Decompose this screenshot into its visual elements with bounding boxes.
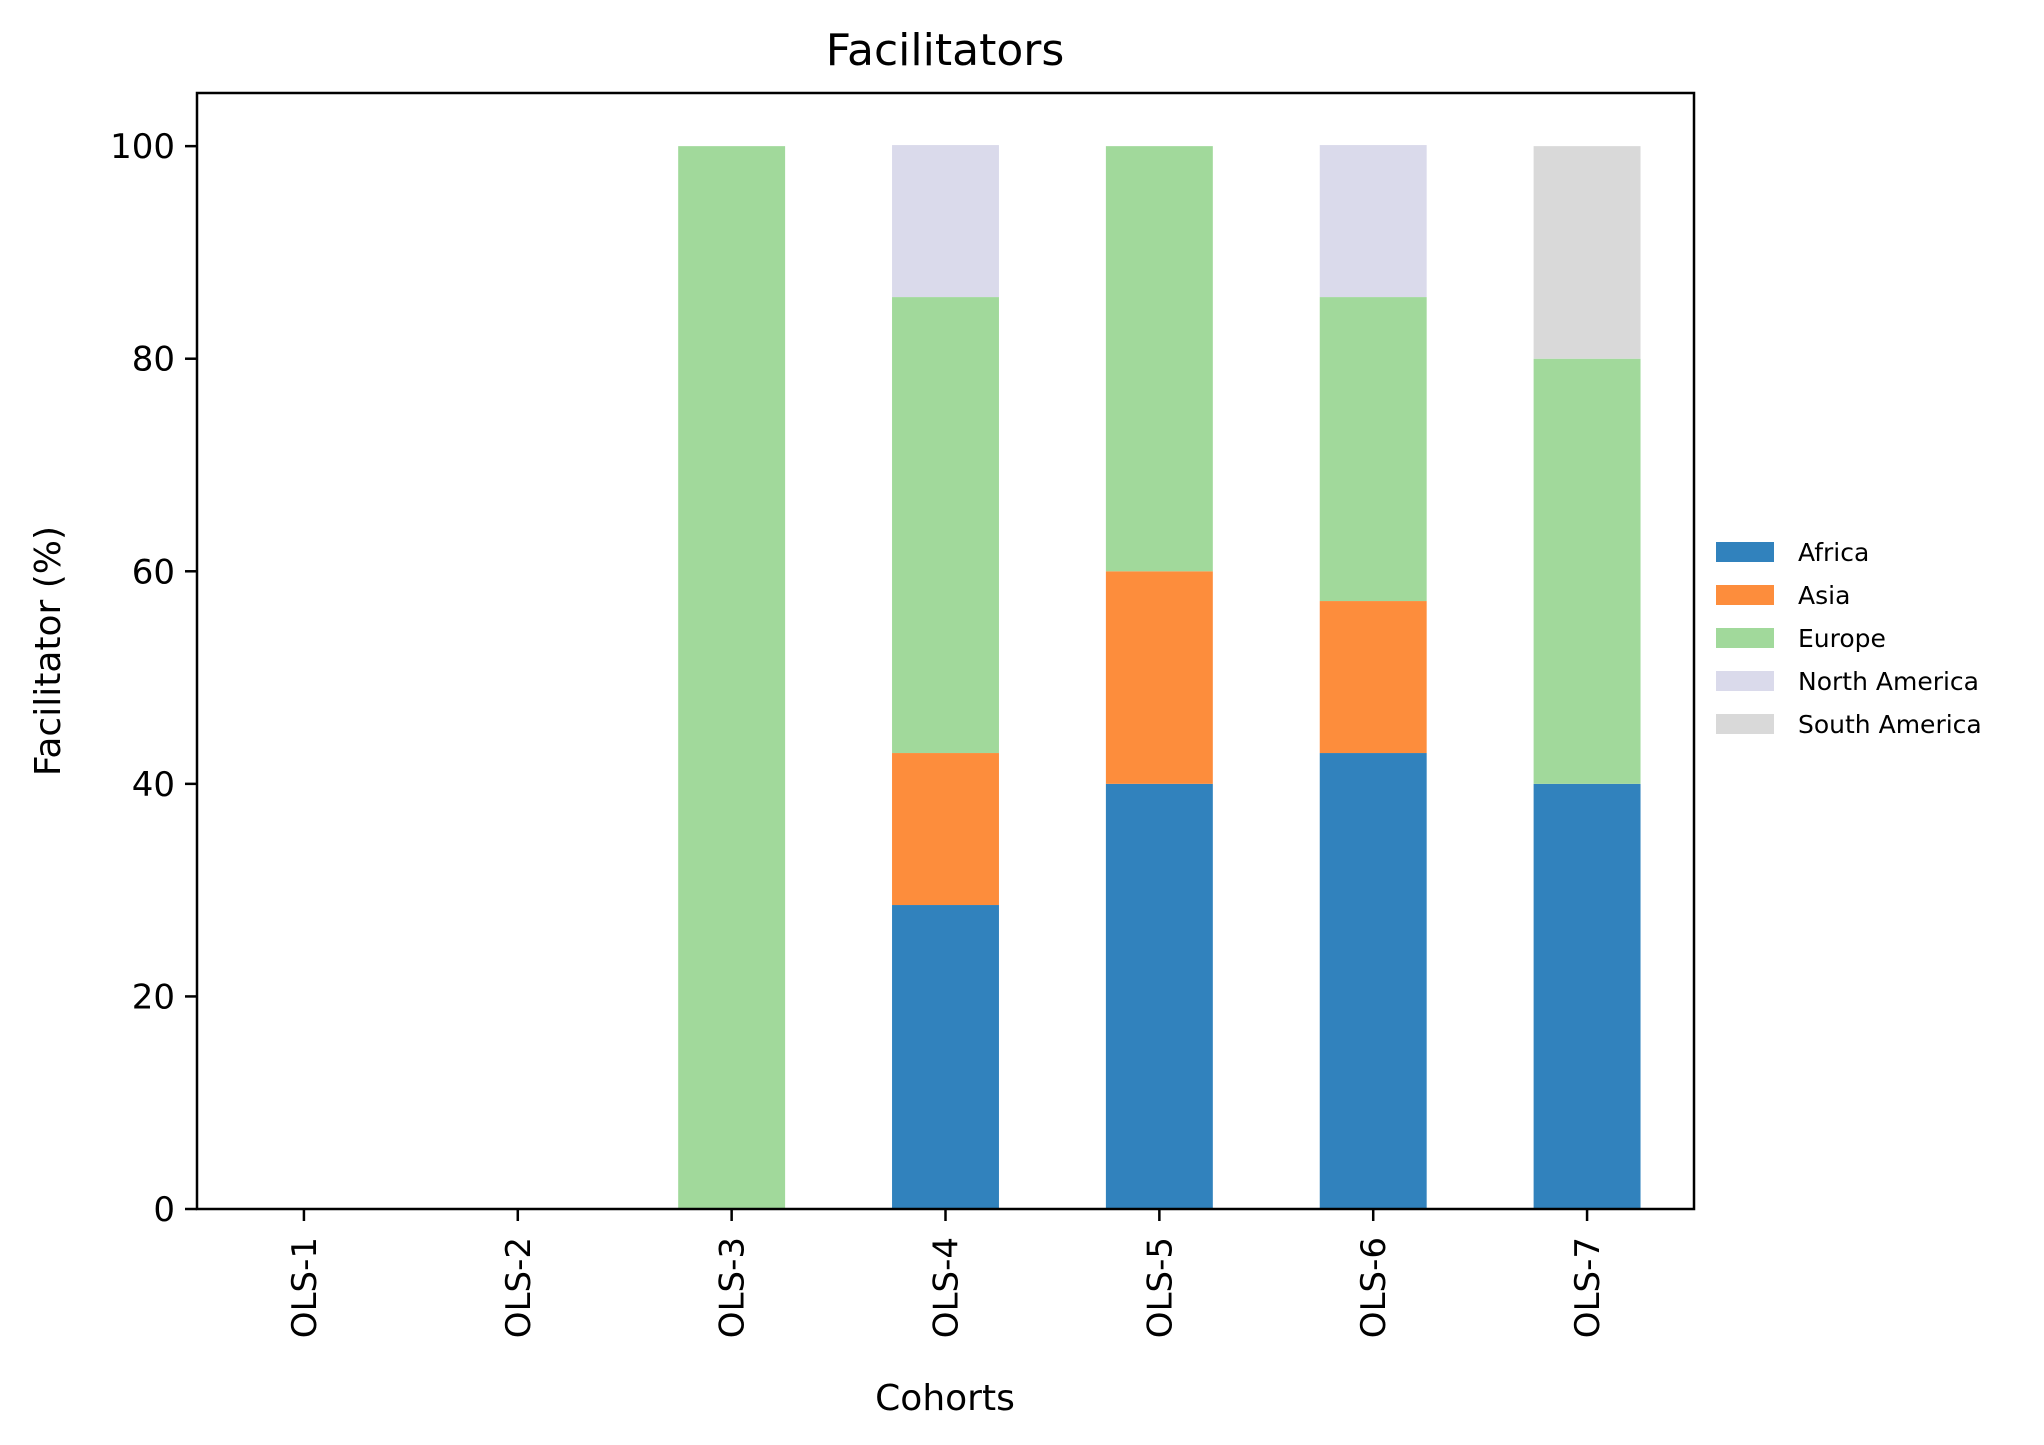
legend-swatch-europe xyxy=(1716,628,1774,648)
bar-ols-7-europe xyxy=(1533,358,1641,784)
bar-ols-7-south-america xyxy=(1533,146,1641,359)
legend-label-africa: Africa xyxy=(1798,538,1869,567)
legend-label-north-america: North America xyxy=(1798,667,1979,696)
y-tick-label: 80 xyxy=(132,340,175,380)
x-tick-label: OLS-5 xyxy=(1140,1237,1180,1338)
y-tick-label: 0 xyxy=(153,1190,175,1230)
y-axis-ticks: 0 20 40 60 80 100 xyxy=(110,127,197,1230)
legend-label-europe: Europe xyxy=(1798,624,1886,653)
x-axis-label: Cohorts xyxy=(875,1378,1015,1419)
bar-ols-3-europe xyxy=(678,146,786,1210)
y-axis-label: Facilitator (%) xyxy=(28,526,69,776)
x-tick-label: OLS-4 xyxy=(927,1237,967,1338)
bar-ols-6-africa xyxy=(1319,753,1427,1209)
legend-swatch-north-america xyxy=(1716,671,1774,691)
y-tick-label: 20 xyxy=(132,977,175,1017)
x-tick-label: OLS-7 xyxy=(1568,1237,1608,1338)
y-tick-label: 100 xyxy=(110,127,175,167)
x-tick-label: OLS-6 xyxy=(1354,1237,1394,1338)
bar-ols-5-asia xyxy=(1105,571,1213,784)
bar-ols-5-europe xyxy=(1105,146,1213,572)
bar-ols-4-europe xyxy=(892,297,999,754)
legend: Africa Asia Europe North America South Ameri… xyxy=(1716,538,1982,739)
bar-ols-4-north-america xyxy=(892,145,999,298)
legend-label-south-america: South America xyxy=(1798,710,1982,739)
bars-layer xyxy=(678,145,1641,1210)
bar-ols-4-africa xyxy=(892,905,999,1209)
bar-ols-7-africa xyxy=(1533,783,1641,1209)
x-tick-label: OLS-1 xyxy=(285,1237,325,1338)
legend-label-asia: Asia xyxy=(1798,581,1850,610)
bar-ols-6-asia xyxy=(1319,601,1427,754)
y-tick-label: 60 xyxy=(132,552,175,592)
x-tick-label: OLS-2 xyxy=(499,1237,539,1338)
bar-ols-4-asia xyxy=(892,753,999,906)
y-tick-label: 40 xyxy=(132,765,175,805)
x-axis-ticks: OLS-1 OLS-2 OLS-3 OLS-4 OLS-5 OLS-6 OLS-7 xyxy=(285,1209,1608,1338)
x-tick-label: OLS-3 xyxy=(713,1237,753,1338)
legend-swatch-africa xyxy=(1716,542,1774,562)
bar-ols-6-north-america xyxy=(1319,145,1427,298)
bar-ols-5-africa xyxy=(1105,783,1213,1209)
legend-swatch-south-america xyxy=(1716,714,1774,734)
legend-swatch-asia xyxy=(1716,585,1774,605)
bar-ols-6-europe xyxy=(1319,297,1427,602)
chart-title: Facilitators xyxy=(826,25,1065,76)
